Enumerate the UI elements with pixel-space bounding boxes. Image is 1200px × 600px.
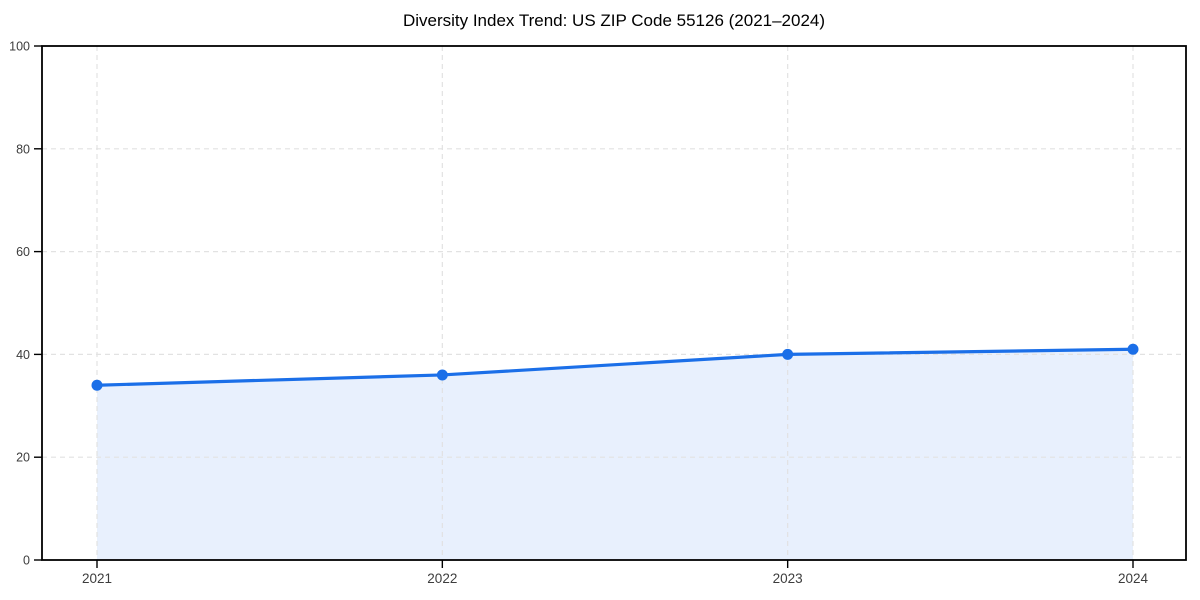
x-tick-label: 2024 — [1118, 571, 1149, 586]
chart-title: Diversity Index Trend: US ZIP Code 55126… — [402, 11, 826, 30]
trend-line — [95, 347, 1135, 387]
y-tick-label: 40 — [16, 348, 30, 362]
data-point-marker — [782, 348, 794, 360]
data-point-marker — [1127, 343, 1139, 355]
plot-border — [41, 45, 1187, 561]
x-tick-label: 2023 — [773, 571, 803, 586]
y-tick-label: 80 — [16, 142, 30, 156]
data-point-marker — [436, 369, 448, 381]
x-tick-label: 2021 — [82, 571, 112, 586]
y-tick-label: 20 — [16, 451, 30, 465]
x-tick-label: 2022 — [427, 571, 457, 586]
y-tick-label: 60 — [16, 245, 30, 259]
y-tick-label: 100 — [9, 40, 30, 54]
data-point-marker — [91, 379, 103, 391]
area-fill — [97, 349, 1133, 560]
y-tick-label: 0 — [23, 554, 30, 568]
